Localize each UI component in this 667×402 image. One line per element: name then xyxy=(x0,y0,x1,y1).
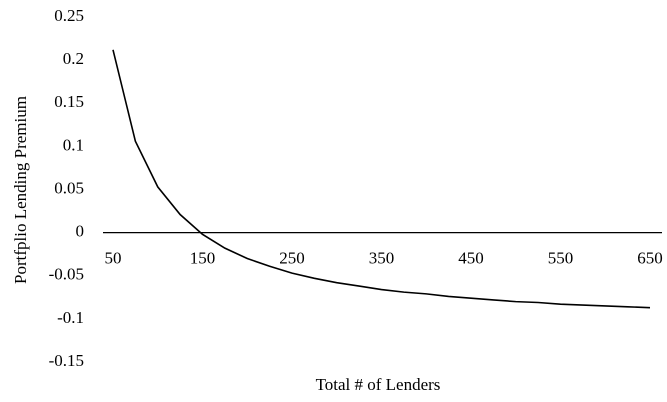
y-tick-label: -0.1 xyxy=(57,308,84,327)
y-tick-label: 0.05 xyxy=(54,178,84,197)
x-axis-label: Total # of Lenders xyxy=(316,375,441,394)
x-tick-label: 250 xyxy=(279,249,305,268)
y-tick-label: 0.15 xyxy=(54,92,84,111)
y-axis-label: Portfplio Lending Premium xyxy=(11,96,30,284)
x-tick-label: 450 xyxy=(458,249,484,268)
y-tick-label: 0.1 xyxy=(63,135,84,154)
x-tick-label: 50 xyxy=(105,249,122,268)
y-tick-label: 0.2 xyxy=(63,49,84,68)
y-tick-label: 0.25 xyxy=(54,6,84,25)
x-tick-label: 350 xyxy=(369,249,395,268)
y-tick-label: -0.15 xyxy=(49,351,84,370)
y-tick-label: -0.05 xyxy=(49,265,84,284)
x-tick-label: 550 xyxy=(548,249,574,268)
x-tick-label: 650 xyxy=(637,249,663,268)
y-tick-label: 0 xyxy=(76,222,85,241)
line-series xyxy=(112,49,651,309)
x-tick-label: 150 xyxy=(190,249,216,268)
